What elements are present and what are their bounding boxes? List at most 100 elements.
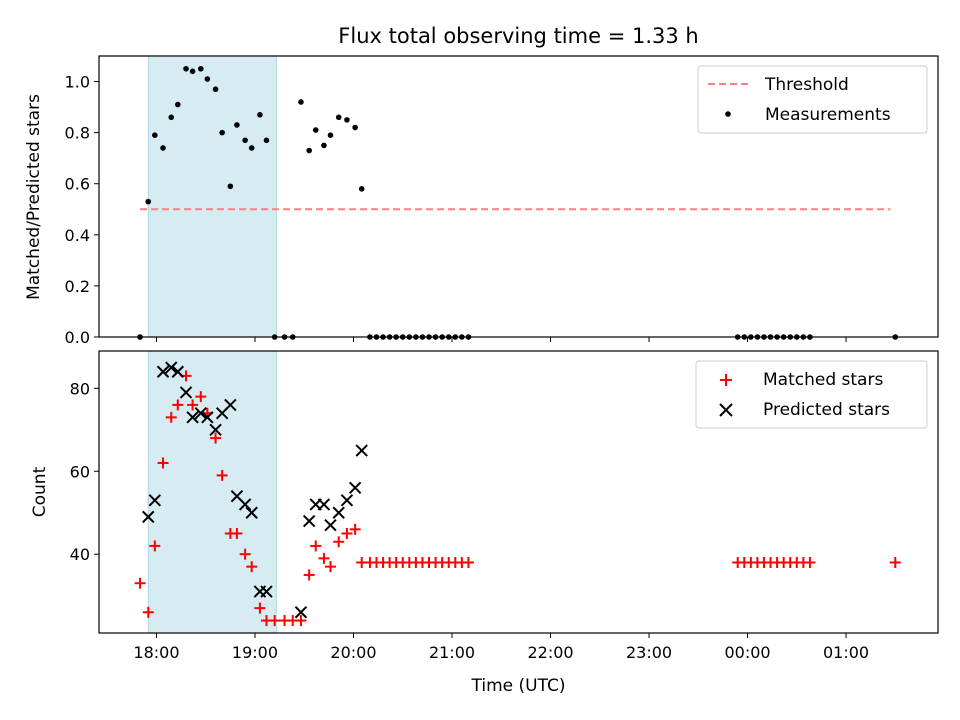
measurement-point (234, 122, 240, 128)
measurement-point (189, 68, 196, 75)
y-tick-label: 0.2 (65, 277, 90, 296)
x-tick-label: 21:00 (429, 643, 475, 662)
matched-star-point (254, 602, 266, 614)
matched-star-point (172, 399, 184, 411)
measurement-point (321, 142, 327, 149)
predicted-star-point (340, 494, 354, 507)
measurement-point (204, 76, 211, 82)
measurement-point (168, 114, 175, 121)
measurement-point (335, 114, 342, 121)
legend-predicted-marker (719, 403, 733, 417)
legend-matched-label: Matched stars (763, 370, 883, 390)
matched-star-point (295, 615, 307, 627)
measurement-point (327, 132, 334, 138)
predicted-star-point (209, 423, 222, 437)
ratio-yticks-layer: 0.0 0.2 0.4 0.6 0.8 1.0 (65, 73, 99, 347)
x-axis-label: Time (UTC) (471, 676, 566, 696)
ratio-xticks-layer (155, 337, 847, 342)
measurement-point (257, 111, 263, 118)
count-legend-box (695, 360, 928, 429)
matched-star-point (142, 606, 154, 618)
predicted-star-point (148, 494, 162, 507)
predicted-star-point (245, 506, 258, 519)
predicted-star-point (332, 506, 345, 519)
y-tick-label: 40 (70, 545, 90, 564)
matched-star-point (165, 411, 177, 423)
predicted-star-point (171, 365, 185, 378)
figure-title: Flux total observing time = 1.33 h (338, 24, 698, 48)
measurement-point (312, 127, 319, 133)
matched-star-point (333, 536, 345, 548)
y-tick-label: 80 (70, 379, 90, 398)
predicted-star-point (179, 386, 193, 399)
matched-star-point (246, 561, 258, 573)
ratio-legend-box (697, 65, 928, 134)
y-tick-label: 0.6 (65, 175, 90, 194)
ratio-axes-frame (98, 55, 939, 338)
predicted-star-point (355, 444, 368, 457)
predicted-star-point (142, 510, 155, 524)
measurement-point (263, 137, 270, 144)
count-highlight-layer (147, 350, 277, 634)
predicted-star-point (165, 361, 178, 374)
count-y-axis-label: Count (30, 466, 50, 517)
x-tick-label: 20:00 (330, 643, 376, 662)
x-tick-label: 01:00 (823, 643, 869, 662)
measurement-point (212, 86, 219, 93)
predicted-star-point (260, 585, 273, 598)
measurement-point (358, 186, 365, 192)
count-matched-layer (134, 370, 901, 627)
x-tick-label: 18:00 (133, 643, 179, 662)
predicted-star-point (348, 481, 362, 495)
x-tick-label: 19:00 (232, 643, 278, 662)
x-tick-label: 22:00 (527, 643, 573, 662)
ratio-panel: 0.0 0.2 0.4 0.6 0.8 1.0 Matched/Predicted sta… (24, 55, 939, 347)
matched-star-point (216, 469, 228, 481)
legend-threshold-label: Threshold (764, 75, 849, 95)
y-tick-label: 60 (70, 462, 90, 481)
ratio-highlight-layer (147, 55, 277, 338)
matched-star-point (210, 432, 222, 444)
count-yticks-layer: 40 60 80 (70, 379, 99, 564)
ratio-legend: Threshold Measurements (697, 65, 928, 134)
matched-star-point (318, 552, 330, 564)
matched-star-point (462, 557, 474, 568)
predicted-star-point (317, 498, 331, 511)
measurement-point (242, 137, 248, 144)
matched-star-point (269, 615, 281, 627)
predicted-star-point (156, 365, 170, 378)
y-tick-label: 0.8 (65, 124, 90, 143)
matched-star-point (349, 523, 361, 535)
measurement-point (145, 198, 152, 205)
matched-star-point (187, 399, 199, 411)
x-tick-label: 23:00 (626, 643, 672, 662)
count-predicted-layer (142, 361, 368, 619)
measurement-point (248, 145, 255, 151)
matched-star-point (134, 577, 146, 589)
legend-measurements-label: Measurements (765, 105, 891, 125)
measurement-point (197, 65, 204, 72)
measurement-point (219, 129, 225, 136)
legend-measurements-marker (725, 111, 731, 117)
ratio-y-axis-label: Matched/Predicted stars (24, 94, 44, 300)
x-tick-label: 00:00 (724, 643, 770, 662)
predicted-star-point (186, 411, 199, 424)
predicted-star-point (194, 406, 208, 420)
y-tick-label: 0.0 (65, 328, 90, 347)
count-legend: Matched stars Predicted stars (695, 360, 928, 429)
highlight-band (147, 350, 277, 634)
measurement-point (344, 117, 350, 123)
y-tick-label: 0.4 (65, 226, 90, 245)
count-panel: 18:00 19:00 20:00 21:00 22:00 23:00 00:00 01:00… (30, 350, 939, 696)
predicted-star-point (324, 518, 337, 532)
measurement-point (160, 145, 166, 151)
measurement-point (352, 124, 358, 131)
matched-star-point (310, 540, 322, 552)
measurement-point (227, 183, 234, 190)
matched-star-point (889, 557, 901, 568)
matched-star-point (804, 557, 816, 568)
matched-star-point (231, 527, 243, 539)
measurement-point (152, 132, 158, 138)
matched-star-point (303, 569, 315, 581)
